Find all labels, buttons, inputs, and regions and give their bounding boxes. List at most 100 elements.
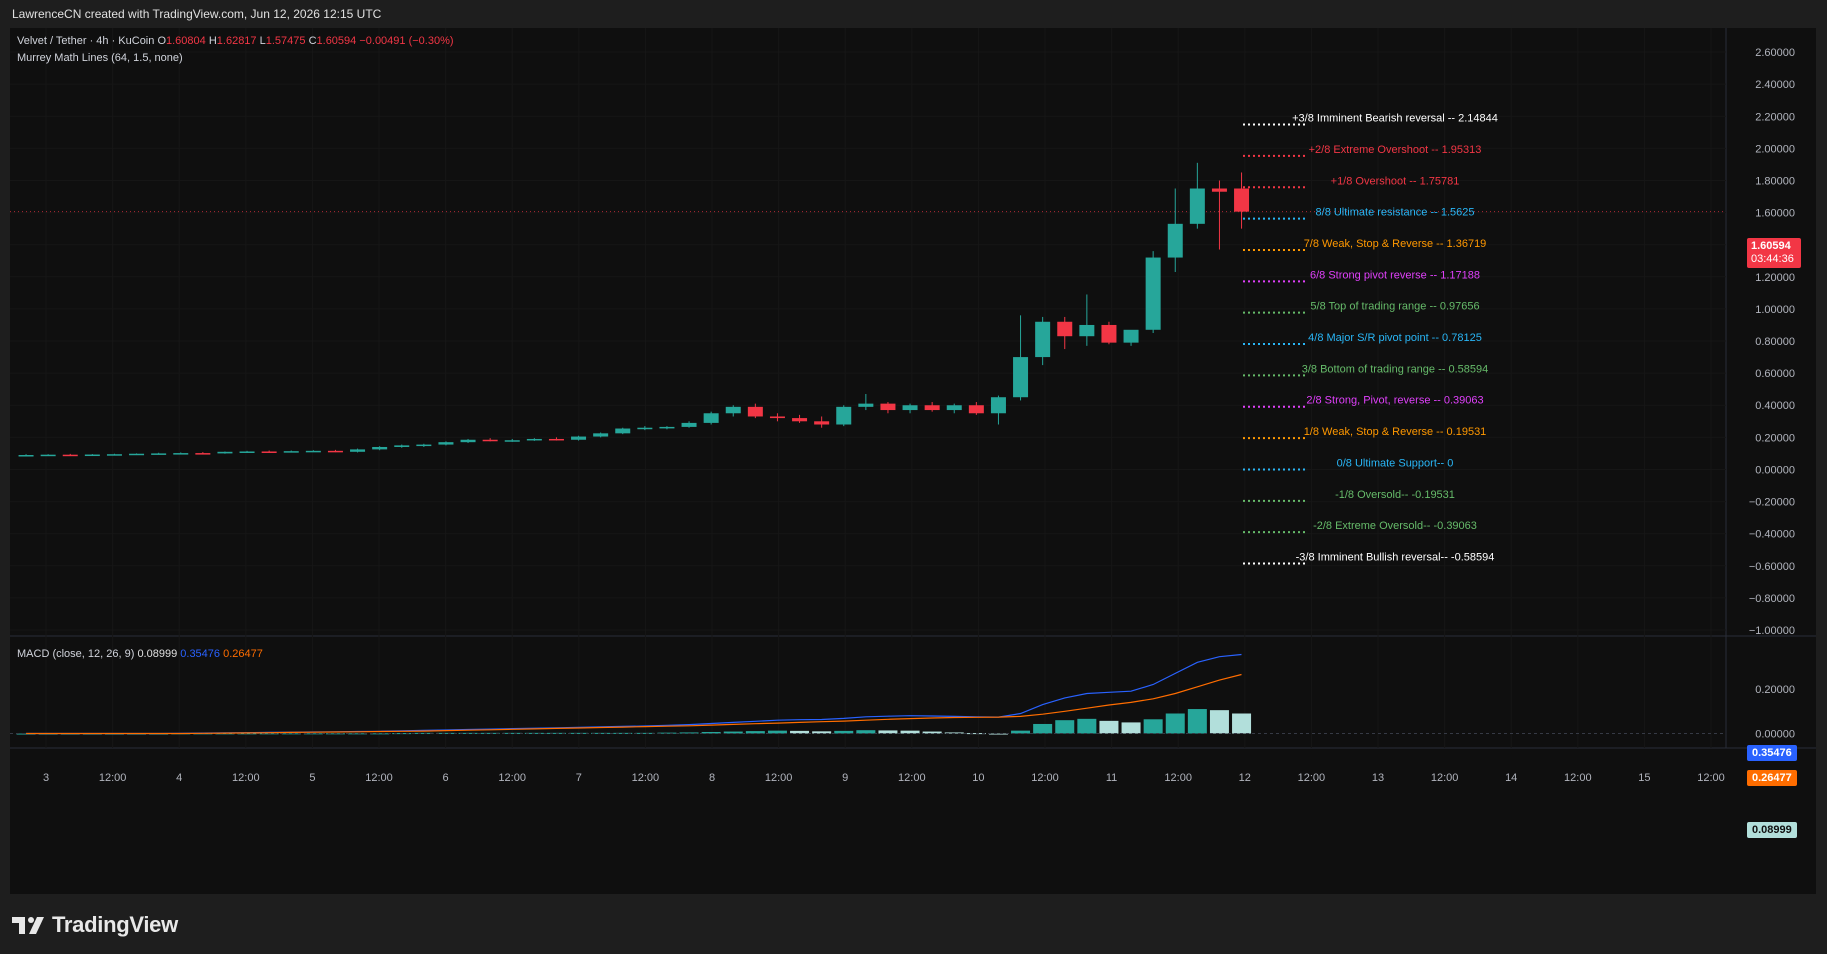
y-tick-label: 0.20000 xyxy=(1755,432,1795,444)
x-tick-label: 12:00 xyxy=(1431,772,1459,784)
x-tick-label: 7 xyxy=(576,772,582,784)
murrey-level-label: 4/8 Major S/R pivot point -- 0.78125 xyxy=(1308,332,1482,344)
low-label: L xyxy=(259,35,266,47)
x-tick-label: 5 xyxy=(309,772,315,784)
candle-body xyxy=(372,446,388,450)
candle-body xyxy=(593,433,609,437)
y-tick-label: 0.00000 xyxy=(1755,464,1795,476)
chart-area[interactable]: 3 12:00 4 12:00 5 12:00 6 12:00 7 12:00 8 12:00 9 12:… xyxy=(10,28,1816,894)
chart-canvas[interactable]: 3 12:00 4 12:00 5 12:00 6 12:00 7 12:00 8 12:00 9 12:… xyxy=(10,28,1816,894)
y-tick-label: −0.40000 xyxy=(1749,529,1795,541)
candle-body xyxy=(1123,329,1139,343)
murrey-level-label: 3/8 Bottom of trading range -- 0.58594 xyxy=(1302,363,1489,375)
murrey-level-label: 0/8 Ultimate Support-- 0 xyxy=(1337,457,1454,469)
candle-body xyxy=(1101,324,1117,343)
macd-histogram-bar xyxy=(878,730,898,734)
macd-histogram-bar xyxy=(1209,710,1229,734)
candle-body xyxy=(571,436,587,440)
last-price: 1.60594 xyxy=(1751,240,1791,252)
macd-line-value: 0.35476 xyxy=(180,648,221,660)
low-value: 1.57475 xyxy=(265,35,306,47)
signal-line xyxy=(26,673,1242,735)
y-tick-label: −0.60000 xyxy=(1749,561,1795,573)
macd-histogram-bar xyxy=(1143,719,1163,734)
murrey-level-label: 5/8 Top of trading range -- 0.97656 xyxy=(1310,301,1479,313)
candle-body xyxy=(40,454,56,457)
macd-label[interactable]: MACD (close, 12, 26, 9) xyxy=(17,648,135,660)
indicator-legend[interactable]: Murrey Math Lines (64, 1.5, none) xyxy=(17,52,183,64)
macd-legend[interactable]: MACD (close, 12, 26, 9) 0.08999 0.35476 … xyxy=(17,648,263,660)
macd-histogram-bar xyxy=(922,731,942,734)
candle-body xyxy=(1211,188,1227,192)
tradingview-logo[interactable]: TradingView xyxy=(12,912,178,938)
candle-body xyxy=(1035,321,1051,358)
candle-body xyxy=(394,445,410,447)
candle-body xyxy=(990,397,1006,414)
x-tick-label: 12:00 xyxy=(1697,772,1725,784)
macd-histogram-bar xyxy=(1232,713,1252,734)
murrey-level-label: +1/8 Overshoot -- 1.75781 xyxy=(1331,175,1460,187)
x-tick-label: 15 xyxy=(1638,772,1650,784)
macd-y-tick-label: 0.00000 xyxy=(1755,729,1795,741)
murrey-level-label: -3/8 Imminent Bullish reversal-- -0.5859… xyxy=(1296,552,1495,564)
x-tick-label: 8 xyxy=(709,772,715,784)
murrey-level-label: 6/8 Strong pivot reverse -- 1.17188 xyxy=(1310,269,1480,281)
macd-histogram-bar xyxy=(944,732,964,734)
candle-body xyxy=(350,449,366,452)
change-value: −0.00491 (−0.30%) xyxy=(359,35,454,47)
candle-body xyxy=(151,453,167,455)
y-tick-label: 0.60000 xyxy=(1755,368,1795,380)
candle-body xyxy=(902,405,918,411)
murrey-level-label: +3/8 Imminent Bearish reversal -- 2.1484… xyxy=(1292,113,1498,125)
y-tick-label: −0.20000 xyxy=(1749,497,1795,509)
y-tick-label: −1.00000 xyxy=(1749,625,1795,637)
x-tick-label: 4 xyxy=(176,772,182,784)
macd-histogram-bar xyxy=(1055,720,1075,734)
high-label: H xyxy=(208,35,217,47)
murrey-level-label: 2/8 Strong, Pivot, reverse -- 0.39063 xyxy=(1306,395,1483,407)
candle-body xyxy=(305,450,321,453)
signal-line-badge: 0.26477 xyxy=(1747,770,1797,786)
candle-body xyxy=(681,422,697,427)
x-tick-label: 12 xyxy=(1239,772,1251,784)
macd-histogram-bar xyxy=(635,732,655,734)
candle-body xyxy=(217,451,233,454)
symbol-legend[interactable]: Velvet / Tether · 4h · KuCoin O1.60804 H… xyxy=(17,35,454,47)
macd-histogram-bar xyxy=(1187,709,1207,734)
candle-body xyxy=(195,453,211,455)
y-tick-label: 1.80000 xyxy=(1755,175,1795,187)
candle-body xyxy=(703,413,719,423)
candle-body xyxy=(548,438,564,441)
candle-body xyxy=(416,444,432,447)
open-label: O xyxy=(157,35,166,47)
y-tick-label: −0.80000 xyxy=(1749,593,1795,605)
macd-histogram-bar xyxy=(701,731,721,734)
candle-body xyxy=(659,426,675,429)
macd-histogram-bar xyxy=(16,733,36,735)
candle-body xyxy=(615,428,631,434)
macd-histogram-bar xyxy=(281,733,301,735)
x-tick-label: 3 xyxy=(43,772,49,784)
x-tick-label: 12:00 xyxy=(365,772,393,784)
candle-body xyxy=(173,453,189,455)
x-tick-label: 6 xyxy=(443,772,449,784)
bar-countdown: 03:44:36 xyxy=(1751,253,1794,265)
candle-body xyxy=(637,427,653,430)
macd-histogram-bar xyxy=(790,730,810,734)
candle-body xyxy=(327,450,343,453)
murrey-level-label: 7/8 Weak, Stop & Reverse -- 1.36719 xyxy=(1304,238,1487,250)
macd-signal-value: 0.26477 xyxy=(223,648,263,660)
macd-histogram-bar xyxy=(900,730,920,734)
candle-body xyxy=(946,405,962,411)
macd-histogram-bar xyxy=(370,733,390,735)
x-tick-label: 11 xyxy=(1106,772,1117,784)
candle-body xyxy=(858,403,874,407)
murrey-level-label: 1/8 Weak, Stop & Reverse -- 0.19531 xyxy=(1304,426,1487,438)
symbol-name[interactable]: Velvet / Tether · 4h · KuCoin xyxy=(17,35,155,47)
y-tick-label: 0.40000 xyxy=(1755,400,1795,412)
candle-body xyxy=(106,454,122,456)
candle-body xyxy=(438,442,454,445)
indicator-name[interactable]: Murrey Math Lines (64, 1.5, none) xyxy=(17,52,183,64)
macd-histogram-bar xyxy=(215,733,235,735)
candle-body xyxy=(1079,324,1095,337)
